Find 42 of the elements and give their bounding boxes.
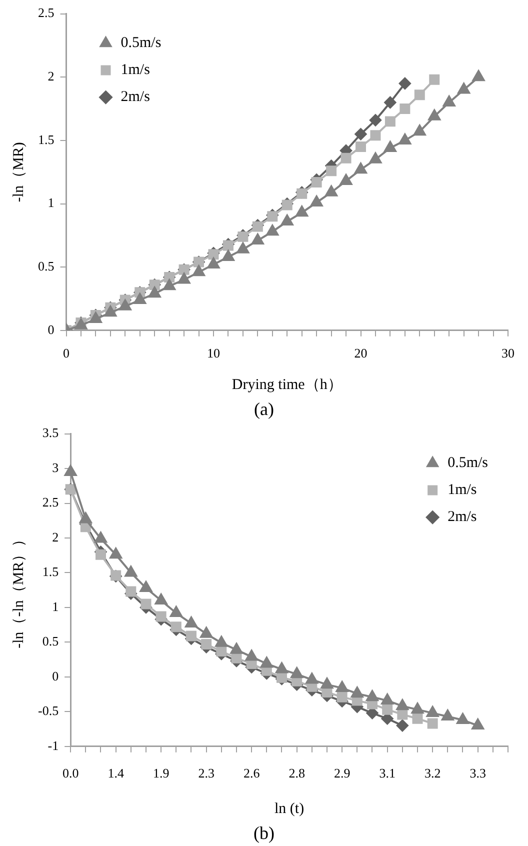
x-tick-label: 10 bbox=[207, 346, 220, 361]
text: (b) bbox=[252, 822, 276, 844]
y-axis-title: -ln（-ln（MR）） bbox=[10, 532, 27, 648]
legend-label: 1m/s bbox=[448, 482, 477, 498]
y-tick-label: 0.5 bbox=[38, 258, 54, 274]
y-axis-title: -ln（MR) bbox=[10, 142, 27, 202]
y-tick-label: 2 bbox=[52, 529, 59, 544]
legend-label: 0.5m/s bbox=[120, 35, 162, 52]
text: (a) bbox=[253, 398, 275, 420]
y-tick-label: 1 bbox=[52, 598, 59, 614]
x-tick-label: 2.3 bbox=[198, 766, 214, 781]
x-tick-label: 30 bbox=[502, 346, 514, 361]
x-tick-label: 1.9 bbox=[152, 766, 170, 781]
y-tick-label: 2 bbox=[48, 68, 54, 84]
y-tick-label: 1 bbox=[48, 195, 54, 210]
legend-label: 1m/s bbox=[120, 62, 150, 78]
x-tick-label: 3.1 bbox=[379, 766, 396, 781]
x-axis-title: ln (t) bbox=[274, 800, 304, 817]
x-tick-label: 3.2 bbox=[424, 766, 441, 781]
x-tick-label: 2.8 bbox=[288, 766, 305, 781]
y-tick-label: 3 bbox=[52, 460, 59, 475]
y-tick-label: 1.5 bbox=[38, 132, 54, 147]
legend-label: 2m/s bbox=[448, 509, 477, 526]
y-tick-label: 0 bbox=[52, 668, 59, 684]
legend-label: 0.5m/s bbox=[448, 455, 488, 472]
x-axis-title: Drying time（h） bbox=[232, 376, 342, 393]
y-tick-label: 0.5 bbox=[42, 634, 59, 649]
x-tick-label: 2.9 bbox=[334, 766, 350, 781]
y-tick-label: 1.5 bbox=[42, 564, 59, 580]
x-tick-label: 2.6 bbox=[243, 766, 260, 781]
x-tick-label: 1.4 bbox=[108, 766, 124, 781]
y-tick-label: 0 bbox=[48, 322, 54, 337]
y-tick-label: -1 bbox=[48, 738, 59, 753]
y-tick-label: 2.5 bbox=[42, 494, 59, 510]
x-tick-label: 3.3 bbox=[470, 766, 486, 781]
x-tick-label: 0.0 bbox=[62, 766, 79, 781]
x-tick-label: 0 bbox=[63, 346, 70, 361]
x-tick-label: 20 bbox=[354, 346, 368, 361]
legend-label: 2m/s bbox=[120, 89, 150, 106]
y-tick-label: -0.5 bbox=[38, 703, 59, 718]
y-tick-label: 2.5 bbox=[38, 5, 54, 20]
y-tick-label: 3.5 bbox=[42, 425, 59, 440]
